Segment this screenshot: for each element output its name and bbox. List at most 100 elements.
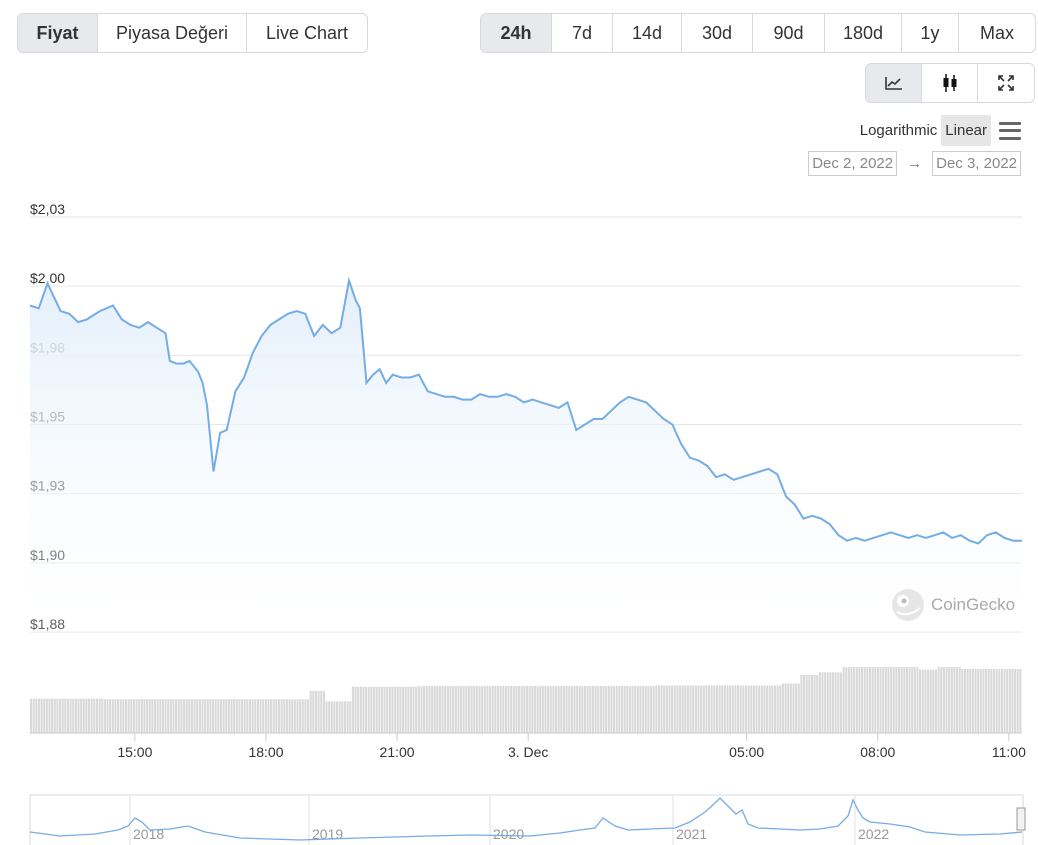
volume-bar [491, 686, 494, 733]
volume-bar [66, 698, 69, 733]
volume-bar [367, 686, 370, 733]
volume-bar [148, 699, 151, 733]
volume-bar [143, 699, 146, 733]
line-chart-button[interactable] [866, 64, 922, 102]
range-90d[interactable]: 90d [753, 14, 825, 52]
tab-fiyat[interactable]: Fiyat [18, 14, 98, 52]
volume-bar [415, 686, 418, 733]
volume-bar [908, 667, 911, 733]
menu-icon[interactable] [999, 121, 1021, 140]
volume-bar [634, 686, 637, 733]
volume-bar [420, 686, 423, 733]
volume-bar [713, 685, 716, 733]
volume-bar [167, 699, 170, 733]
volume-bar [937, 667, 940, 733]
volume-bar [417, 686, 420, 733]
volume-bar [686, 685, 689, 733]
volume-bar [642, 686, 645, 733]
navigator-handle[interactable] [1016, 807, 1026, 831]
volume-bar [209, 699, 212, 733]
volume-bar [72, 698, 75, 733]
volume-bar [396, 686, 399, 733]
volume-bar [349, 701, 352, 733]
volume-bar [346, 701, 349, 733]
date-from-input[interactable]: Dec 2, 2022 [808, 151, 898, 176]
candlestick-button[interactable] [922, 64, 978, 102]
volume-bar [919, 669, 922, 733]
volume-bar [460, 686, 463, 733]
volume-bar [681, 685, 684, 733]
volume-bar [1003, 669, 1006, 733]
volume-bar [810, 674, 813, 733]
volume-bar [61, 698, 64, 733]
volume-bar [723, 685, 726, 733]
volume-bar [475, 686, 478, 733]
range-7d[interactable]: 7d [552, 14, 613, 52]
volume-bar [74, 698, 77, 733]
volume-bar [795, 683, 798, 733]
volume-bar [478, 686, 481, 733]
volume-bar [130, 699, 133, 733]
range-max[interactable]: Max [979, 22, 1014, 43]
fullscreen-button[interactable] [978, 64, 1034, 102]
tab-live-chart[interactable]: Live Chart [265, 22, 349, 43]
volume-bar [1000, 669, 1003, 733]
volume-bar [576, 686, 579, 733]
linear-option[interactable]: Linear [941, 115, 991, 146]
volume-bar [839, 672, 842, 733]
volume-bar [924, 669, 927, 733]
volume-bar [602, 686, 605, 733]
volume-bar [212, 699, 215, 733]
range-14d[interactable]: 14d [613, 14, 682, 52]
volume-bar [293, 699, 296, 733]
volume-bar [523, 686, 526, 733]
volume-bar [404, 686, 407, 733]
volume-bar [876, 667, 879, 733]
range-1y[interactable]: 1y [902, 14, 959, 52]
volume-bar [676, 685, 679, 733]
volume-bar [140, 699, 143, 733]
volume-bar [343, 701, 346, 733]
date-to-input[interactable]: Dec 3, 2022 [932, 151, 1021, 176]
volume-bar [620, 686, 624, 733]
volume-bar [185, 699, 188, 733]
range-24h[interactable]: 24h [481, 14, 552, 52]
volume-bar [626, 686, 629, 733]
volume-bar [665, 685, 668, 733]
tab-piyasa-de-eri[interactable]: Piyasa Değeri [98, 14, 247, 52]
volume-bar [528, 686, 531, 733]
volume-bar [541, 686, 544, 733]
volume-bar [750, 685, 753, 733]
volume-bar [974, 669, 977, 733]
volume-bar [188, 699, 191, 733]
volume-bar [48, 698, 51, 733]
navigator-year-label: 2019 [312, 826, 343, 842]
logarithmic-option[interactable]: Logarithmic [859, 122, 938, 139]
volume-bar [291, 699, 294, 733]
volume-bar [259, 699, 262, 733]
volume-bar [299, 699, 302, 733]
volume-bar [333, 701, 336, 733]
volume-bar [518, 686, 521, 733]
volume-bar [853, 667, 856, 733]
volume-bar [826, 672, 829, 733]
volume-bar [832, 672, 835, 733]
volume-bar [512, 686, 515, 733]
volume-bar [372, 686, 376, 733]
volume-bar [132, 699, 135, 733]
range-180d[interactable]: 180d [825, 14, 902, 52]
x-tick-label: 08:00 [860, 744, 895, 760]
volume-bar [341, 701, 344, 733]
volume-bar [552, 686, 555, 733]
volume-bar [354, 686, 357, 733]
volume-bar [589, 686, 592, 733]
range-30d[interactable]: 30d [682, 14, 753, 52]
x-tick-label: 11:00 [992, 744, 1026, 760]
volume-bar [473, 686, 476, 733]
fullscreen-icon [998, 75, 1014, 91]
volume-bar [898, 667, 901, 733]
volume-bar [243, 699, 246, 733]
volume-bar [486, 686, 489, 733]
volume-bar [264, 699, 267, 733]
volume-bar [758, 685, 761, 733]
